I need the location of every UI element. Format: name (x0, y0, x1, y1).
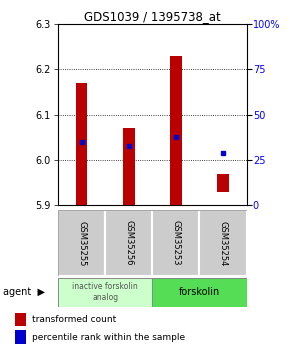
Text: GSM35253: GSM35253 (171, 220, 180, 266)
Text: percentile rank within the sample: percentile rank within the sample (32, 333, 185, 342)
Text: GSM35254: GSM35254 (218, 220, 227, 266)
Bar (105, 210, 152, 276)
Bar (123, 128, 135, 205)
Bar (76, 83, 88, 205)
Text: GSM35256: GSM35256 (124, 220, 133, 266)
Bar (58, 278, 152, 307)
Text: forskolin: forskolin (179, 287, 220, 297)
Bar (14, 331, 26, 344)
Bar (170, 56, 182, 205)
Text: inactive forskolin
analog: inactive forskolin analog (72, 282, 138, 303)
Text: agent  ▶: agent ▶ (3, 287, 45, 297)
Title: GDS1039 / 1395738_at: GDS1039 / 1395738_at (84, 10, 221, 23)
Bar (152, 278, 246, 307)
Bar (152, 210, 200, 276)
Bar (217, 174, 229, 192)
Bar (58, 210, 105, 276)
Bar (14, 313, 26, 326)
Text: transformed count: transformed count (32, 315, 116, 324)
Bar (200, 210, 246, 276)
Text: GSM35255: GSM35255 (77, 220, 86, 266)
